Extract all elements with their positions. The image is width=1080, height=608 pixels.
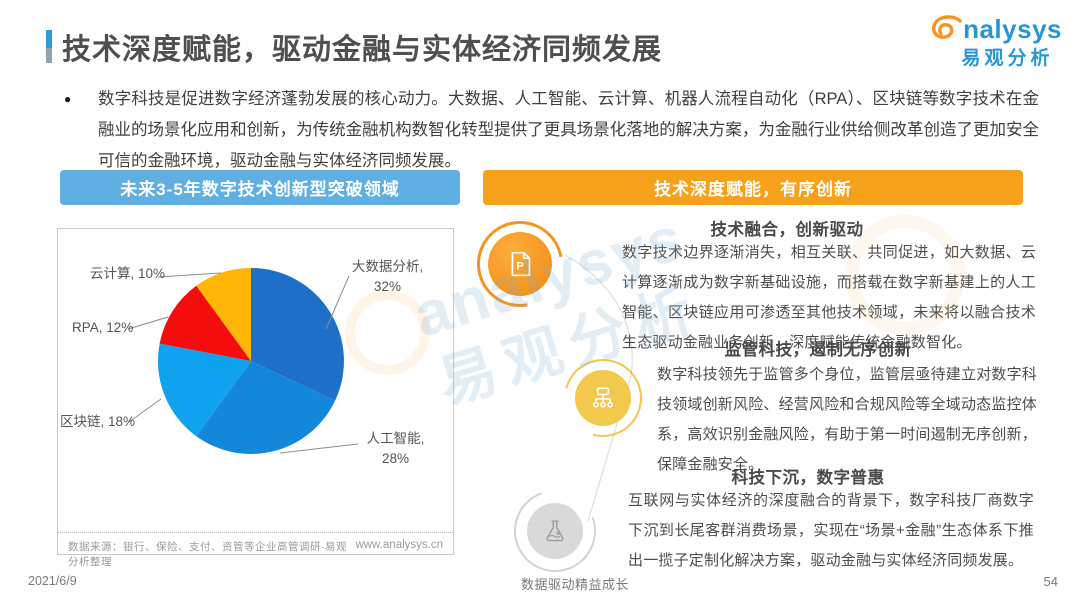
org-chart-icon — [575, 370, 631, 426]
section-title-2: 监管科技，遏制无序创新 — [724, 341, 912, 359]
website-text: www.analysys.cn — [355, 539, 443, 551]
section-body-3: 互联网与实体经济的深度融合的背景下，数字科技厂商数字下沉到长尾客群消费场景，实现… — [628, 492, 1034, 569]
pie-label-cloud: 云计算, 10% — [90, 266, 166, 281]
section-body-2: 数字科技领先于监管多个身位，监管层亟待建立对数字科技领域创新风险、经营风险和合规… — [657, 366, 1038, 473]
section-body-1: 数字技术边界逐渐消失，相互关联、共同促进，如大数据、云计算逐渐成为数字新基础设施… — [622, 244, 1036, 351]
section-title-1: 技术融合，创新驱动 — [710, 221, 864, 239]
data-source-note: 数据来源：银行、保险、支付、资管等企业高管调研·易观分析整理 — [68, 541, 347, 568]
pie-label-rpa: RPA, 12% — [72, 320, 134, 335]
pie-chart-box: 大数据分析, 32% 人工智能, 28% 区块链, 18% RPA, 12% 云计算… — [57, 228, 454, 568]
title-accent-bar — [46, 30, 52, 63]
document-p-icon: P — [488, 232, 552, 296]
pie-leader-lines — [127, 272, 359, 454]
right-panel-header: 技术深度赋能，有序创新 — [483, 170, 1023, 205]
logo-row: nalysys — [927, 14, 1062, 44]
analysys-swirl-icon — [932, 15, 962, 39]
intro-text: 数字科技是促进数字经济蓬勃发展的核心动力。大数据、人工智能、云计算、机器人流程自… — [98, 90, 1039, 170]
pie-slice-大数据分析 — [251, 268, 344, 401]
section-title-3: 科技下沉，数字普惠 — [731, 469, 885, 487]
bullet-icon: ● — [64, 92, 72, 106]
right-panel: P 技术融合，创新驱动 数字技术边界逐渐消失，相互关联、共同促进 — [460, 204, 1038, 586]
brand-logo: nalysys 易观分析 — [927, 14, 1062, 70]
pie-slice-云计算 — [196, 268, 251, 361]
page-title: 技术深度赋能，驱动金融与实体经济同频发展 — [62, 34, 663, 66]
pie-slice-人工智能 — [196, 361, 336, 454]
footer-page-number: 54 — [1043, 574, 1058, 589]
source-row: 数据来源：银行、保险、支付、资管等企业高管调研·易观分析整理 www.analy… — [58, 532, 453, 569]
pie-label-big-data: 大数据分析, 32% — [351, 259, 424, 294]
flask-icon — [527, 503, 583, 559]
pie-slice-区块链 — [157, 343, 251, 437]
logo-latin-text: nalysys — [963, 14, 1062, 44]
footer-motto: 数据驱动精益成长 — [521, 577, 630, 592]
pie-label-ai: 人工智能, 28% — [366, 431, 425, 466]
logo-chinese-text: 易观分析 — [961, 48, 1054, 69]
pie-slice-RPA — [159, 285, 251, 361]
svg-text:P: P — [516, 261, 524, 273]
pie-label-blockchain: 区块链, 18% — [60, 414, 136, 429]
left-panel-header: 未来3-5年数字技术创新型突破领域 — [60, 170, 460, 205]
footer-date: 2021/6/9 — [28, 574, 77, 588]
pie-chart — [127, 268, 359, 454]
intro-block: ● 数字科技是促进数字经济蓬勃发展的核心动力。大数据、人工智能、云计算、机器人流… — [64, 84, 1039, 177]
